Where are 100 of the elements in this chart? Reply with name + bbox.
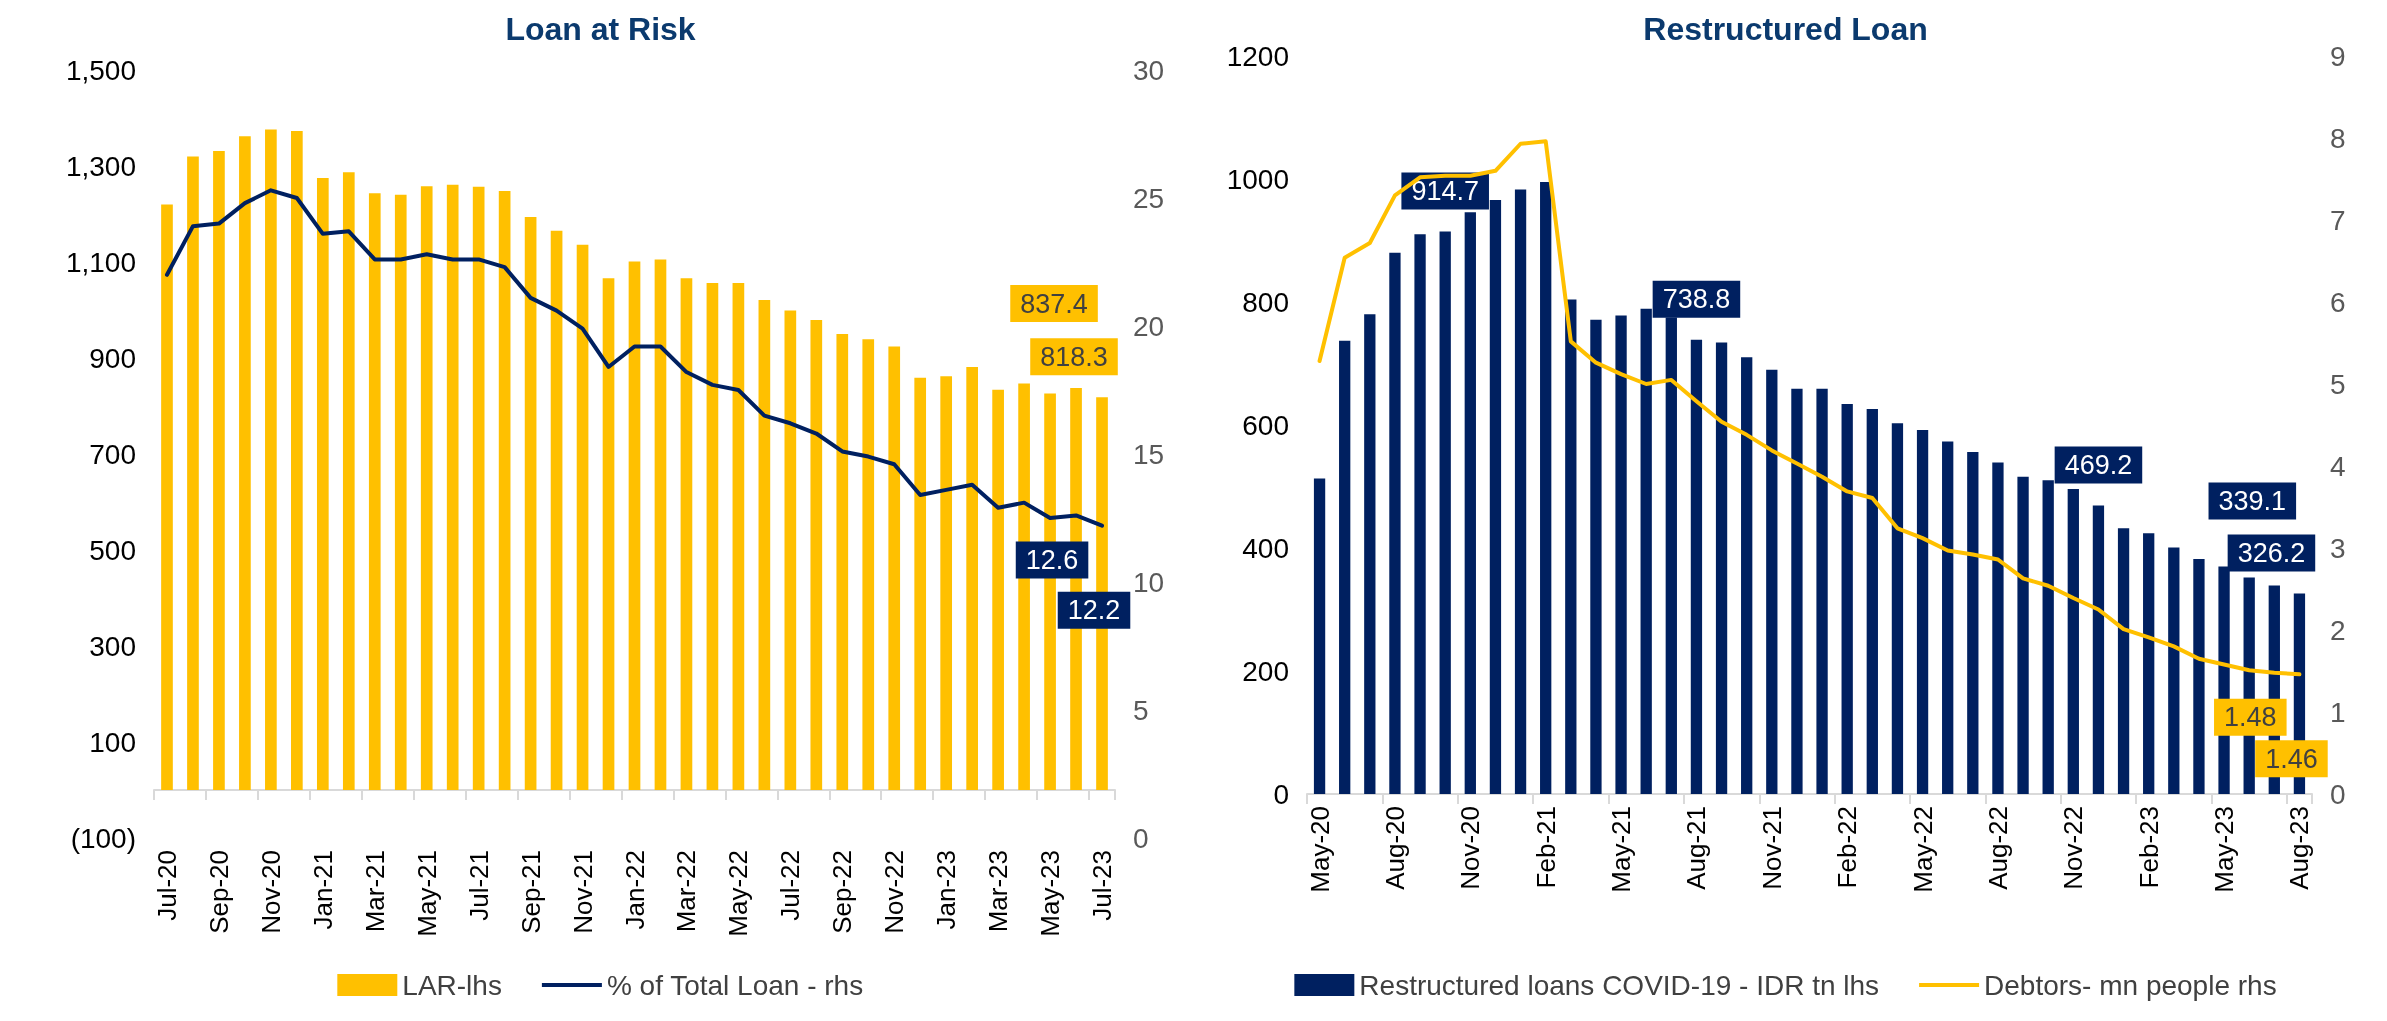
bar (187, 156, 199, 790)
x-tick-label: Aug-21 (1681, 806, 1712, 890)
legend-label: % of Total Loan - rhs (606, 969, 864, 1001)
bar (1942, 441, 1954, 794)
x-tick-label: Nov-20 (255, 850, 286, 934)
bar (706, 283, 719, 790)
y2-tick-label: 10 (1133, 566, 1165, 598)
legend-label: LAR-lhs (402, 969, 502, 1001)
bar (1590, 319, 1602, 794)
data-label: 837.4 (1020, 288, 1088, 319)
bar (914, 377, 927, 790)
bar (1690, 339, 1703, 794)
bar (1439, 231, 1451, 794)
bar (602, 278, 615, 790)
x-tick-label: May-23 (2209, 806, 2240, 893)
bar (2017, 476, 2029, 794)
bar (888, 346, 901, 790)
x-tick-label: Aug-20 (1379, 806, 1410, 890)
legend-label: Restructured loans COVID-19 - IDR tn lhs (1359, 969, 1880, 1001)
bar (1916, 429, 1929, 794)
y-tick-label: 1000 (1226, 163, 1289, 195)
y2-tick-label: 8 (2330, 122, 2346, 154)
line-series (1317, 139, 2302, 677)
y-tick-label: 600 (1242, 409, 1289, 441)
y-tick-label: 0 (1273, 778, 1289, 810)
bar (524, 216, 537, 790)
bar (291, 130, 303, 790)
x-tick-label: May-21 (411, 850, 442, 937)
bar (2067, 488, 2079, 794)
x-tick-label: Jan-22 (619, 850, 650, 930)
x-tick-label: Sep-22 (827, 850, 858, 934)
y-tick-label: 800 (1242, 286, 1289, 318)
x-tick-label: Feb-21 (1530, 806, 1561, 889)
x-tick-label: Aug-23 (2284, 806, 2315, 890)
x-tick-label: Feb-22 (1832, 806, 1863, 889)
x-tick-label: Jan-23 (931, 850, 962, 930)
y-tick-label: 1,100 (65, 246, 136, 278)
data-label: 818.3 (1040, 341, 1108, 372)
y2-tick-label: 9 (2330, 40, 2346, 72)
bar (498, 190, 511, 790)
bar (680, 278, 693, 790)
x-tick-label: May-22 (1907, 806, 1938, 893)
bar (1715, 342, 1728, 794)
data-label: 1.48 (2224, 702, 2277, 733)
y2-tick-label: 30 (1133, 54, 1165, 86)
y-tick-label: 300 (89, 630, 136, 662)
x-tick-label: Jul-23 (1087, 850, 1118, 921)
x-tick-label: May-21 (1606, 806, 1637, 893)
x-tick-label: Jul-21 (463, 850, 494, 921)
y2-tick-label: 4 (2330, 450, 2346, 482)
x-tick-label: Jul-22 (775, 850, 806, 921)
bar (940, 376, 953, 790)
bar (1414, 234, 1426, 794)
x-tick-label: Nov-21 (1756, 806, 1787, 890)
y2-tick-label: 0 (1133, 822, 1149, 854)
y-tick-label: 100 (89, 726, 136, 758)
x-tick-label: Jan-21 (307, 850, 338, 930)
x-tick-label: Sep-20 (203, 850, 234, 934)
y-tick-label: 1,300 (65, 150, 136, 182)
bar (1992, 462, 2004, 794)
bar (654, 259, 667, 790)
data-label: 12.2 (1067, 595, 1121, 626)
x-tick-label: May-20 (1304, 806, 1335, 893)
chart-title: Loan at Risk (505, 11, 696, 47)
y-tick-label: 500 (89, 534, 136, 566)
x-tick-label: Nov-21 (567, 850, 598, 934)
chart-title: Restructured Loan (1643, 11, 1928, 47)
bar (368, 193, 381, 790)
y2-tick-label: 6 (2330, 286, 2346, 318)
y2-tick-label: 15 (1133, 438, 1165, 470)
bar (420, 186, 433, 790)
bar (784, 310, 797, 790)
x-tick-label: Nov-22 (2058, 806, 2089, 890)
y2-tick-label: 5 (2330, 368, 2346, 400)
bar (1741, 357, 1753, 794)
bar (732, 283, 745, 790)
bar (2143, 533, 2155, 794)
bar (1967, 452, 1979, 794)
bar (1866, 409, 1878, 794)
bar (472, 186, 485, 790)
bar (446, 184, 459, 790)
bar (2117, 528, 2130, 794)
data-label: 738.8 (1662, 284, 1731, 315)
data-label: 469.2 (2064, 449, 2133, 480)
bar (550, 230, 563, 790)
y-tick-label: (100) (70, 822, 136, 854)
x-tick-label: Nov-20 (1455, 806, 1486, 890)
x-tick-label: Sep-21 (515, 850, 546, 934)
bar (1565, 299, 1577, 794)
y2-tick-label: 0 (2330, 778, 2346, 810)
bar (1816, 388, 1828, 794)
bar (1313, 478, 1326, 794)
bar (239, 136, 251, 790)
bar (213, 151, 225, 790)
y-tick-label: 1200 (1226, 40, 1289, 72)
bar (576, 244, 589, 790)
bar (1364, 314, 1376, 794)
y2-tick-label: 20 (1133, 310, 1165, 342)
x-tick-label: Feb-23 (2133, 806, 2164, 889)
y2-tick-label: 5 (1133, 694, 1149, 726)
